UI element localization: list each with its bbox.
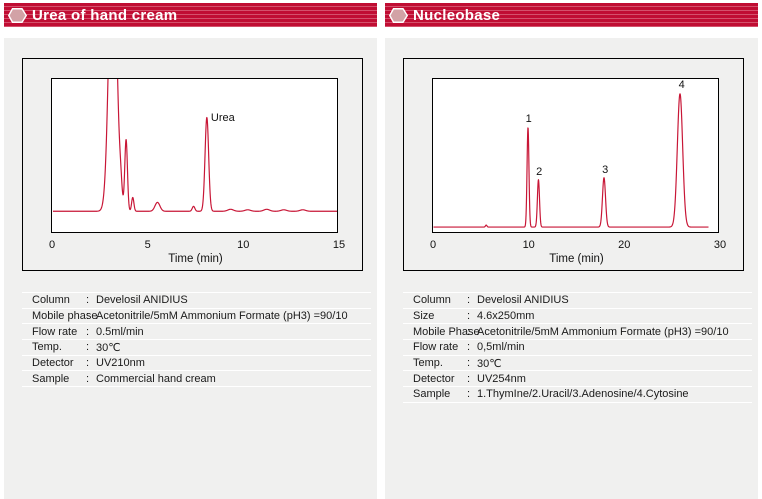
row-label: Temp. [32, 341, 62, 354]
row-colon: : [467, 372, 471, 385]
row-colon: : [86, 357, 90, 370]
x-tick-label: 10 [237, 239, 250, 251]
row-value: UV210nm [96, 357, 145, 370]
conditions-table: Column: Develosil ANIDIUS Mobile phase: Ace… [22, 292, 371, 388]
table-row: Size:4.6x250mm [403, 309, 752, 325]
x-axis-label: Time (min) [549, 253, 604, 265]
panel-title: Nucleobase [413, 6, 501, 24]
table-row: Flow rate:0,5ml/min [403, 340, 752, 356]
panel-title: Urea of hand cream [32, 6, 178, 24]
x-tick-label: 5 [144, 239, 151, 251]
row-value: 4.6x250mm [477, 310, 535, 323]
row-value: 30℃ [96, 341, 121, 354]
row-value: 0,5ml/min [477, 341, 525, 354]
row-colon: : [467, 388, 471, 401]
conditions-table: Column: Develosil ANIDIUS Size:4.6x250mm Mo… [403, 292, 752, 403]
plot-area: Urea [51, 78, 338, 233]
x-tick-label: 30 [713, 239, 727, 251]
x-tick-label: 0 [48, 239, 56, 251]
x-axis-ticks: 0 10 20 30 [429, 239, 726, 252]
row-colon: : [86, 372, 90, 385]
row-label: Temp. [413, 357, 443, 370]
chromatogram-trace [52, 79, 337, 212]
table-row: Mobile phase: Acetonitrile/5mM Ammonium F… [22, 309, 371, 325]
header-bar: Urea of hand cream [4, 3, 377, 27]
row-colon: : [86, 341, 90, 354]
row-colon: : [86, 310, 90, 323]
x-tick-label: 15 [332, 239, 346, 251]
row-value: Acetonitrile/5mM Ammonium Formate (pH3) … [477, 325, 729, 338]
peak-label: Urea [210, 112, 235, 124]
table-row: Detector: UV254nm [403, 371, 752, 388]
x-axis-label: Time (min) [168, 253, 223, 265]
row-label: Mobile phase [32, 310, 98, 323]
table-row: Column: Develosil ANIDIUS [403, 293, 752, 309]
table-row: Sample: Commercial hand cream [22, 371, 371, 388]
row-value: UV254nm [477, 372, 526, 385]
row-colon: : [467, 341, 471, 354]
table-row: Flow rate:0.5ml/min [22, 324, 371, 341]
row-value: 0.5ml/min [96, 325, 144, 338]
row-label: Sample [32, 372, 70, 385]
header-bar: Nucleobase [385, 3, 758, 27]
row-label: Column [32, 294, 70, 307]
peak-label: 3 [602, 164, 609, 176]
panel-urea-of-hand-cream: Urea of hand cream Urea 0 5 10 15 Time (… [4, 3, 377, 499]
row-value: Commercial hand cream [96, 372, 216, 385]
peak-label: 4 [678, 79, 685, 91]
peak-label: 1 [525, 113, 532, 125]
chart-frame: 1 2 3 4 0 10 20 30 Time (min) [403, 58, 744, 271]
x-tick-label: 10 [522, 239, 535, 251]
x-tick-label: 0 [429, 239, 437, 251]
table-row: Temp.:30℃ [22, 340, 371, 356]
table-row: Detector: UV210nm [22, 356, 371, 372]
row-label: Flow rate [413, 341, 459, 354]
chromatogram-trace [433, 93, 709, 228]
row-label: Column [413, 294, 451, 307]
row-value: 30℃ [477, 357, 502, 370]
row-label: Detector [32, 357, 74, 370]
peak-label: 2 [536, 166, 543, 178]
table-row: Mobile Phase: Acetonitrile/5mM Ammonium F… [403, 324, 752, 341]
row-colon: : [86, 325, 90, 338]
plot-area: 1 2 3 4 [432, 78, 719, 233]
hexagon-icon [8, 7, 27, 23]
row-colon: : [467, 294, 471, 307]
panel-body: Urea 0 5 10 15 Time (min) Column: Develos… [4, 38, 377, 499]
row-label: Flow rate [32, 325, 78, 338]
row-label: Detector [413, 372, 455, 385]
table-row: Temp.:30℃ [403, 356, 752, 372]
row-label: Sample [413, 388, 451, 401]
x-axis-ticks: 0 5 10 15 [48, 239, 345, 252]
row-value: Develosil ANIDIUS [96, 294, 188, 307]
panel-body: 1 2 3 4 0 10 20 30 Time (min) Column: Develo… [385, 38, 758, 499]
row-value: 1.ThymIne/2.Uracil/3.Adenosine/4.Cytosin… [477, 388, 689, 401]
chart-frame: Urea 0 5 10 15 Time (min) [22, 58, 363, 271]
row-colon: : [467, 310, 471, 323]
row-colon: : [467, 325, 471, 338]
hexagon-icon [389, 7, 408, 23]
row-value: Develosil ANIDIUS [477, 294, 569, 307]
panel-nucleobase: Nucleobase 1 2 3 4 0 10 20 30 Time (min) Co… [385, 3, 758, 499]
row-label: Size [413, 310, 435, 323]
row-value: Acetonitrile/5mM Ammonium Formate (pH3) … [96, 310, 348, 323]
table-row: Sample:1.ThymIne/2.Uracil/3.Adenosine/4.… [403, 387, 752, 403]
row-colon: : [86, 294, 90, 307]
row-label: Mobile Phase [413, 325, 480, 338]
x-tick-label: 20 [618, 239, 631, 251]
row-colon: : [467, 357, 471, 370]
table-row: Column: Develosil ANIDIUS [22, 293, 371, 309]
